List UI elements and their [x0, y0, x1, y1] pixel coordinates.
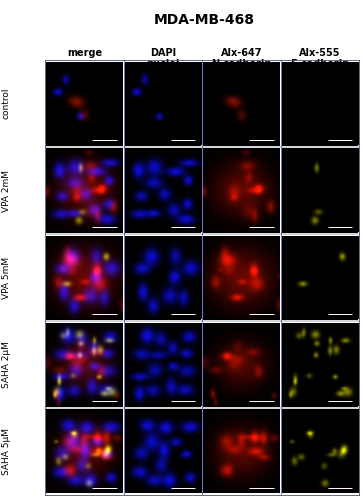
Text: MDA-MB-468: MDA-MB-468 [154, 12, 255, 26]
Text: control: control [2, 88, 11, 119]
Text: SAHA 5μM: SAHA 5μM [2, 428, 11, 475]
Text: DAPI
nuclei: DAPI nuclei [146, 48, 180, 69]
Text: merge: merge [67, 48, 102, 58]
Text: SAHA 2μM: SAHA 2μM [2, 341, 11, 388]
Text: Alx-555
E cadherin: Alx-555 E cadherin [291, 48, 349, 69]
Text: Alx-647
N-cadherin: Alx-647 N-cadherin [211, 48, 272, 69]
Text: VPA 5mM: VPA 5mM [2, 256, 11, 298]
Text: VPA 2mM: VPA 2mM [2, 170, 11, 211]
